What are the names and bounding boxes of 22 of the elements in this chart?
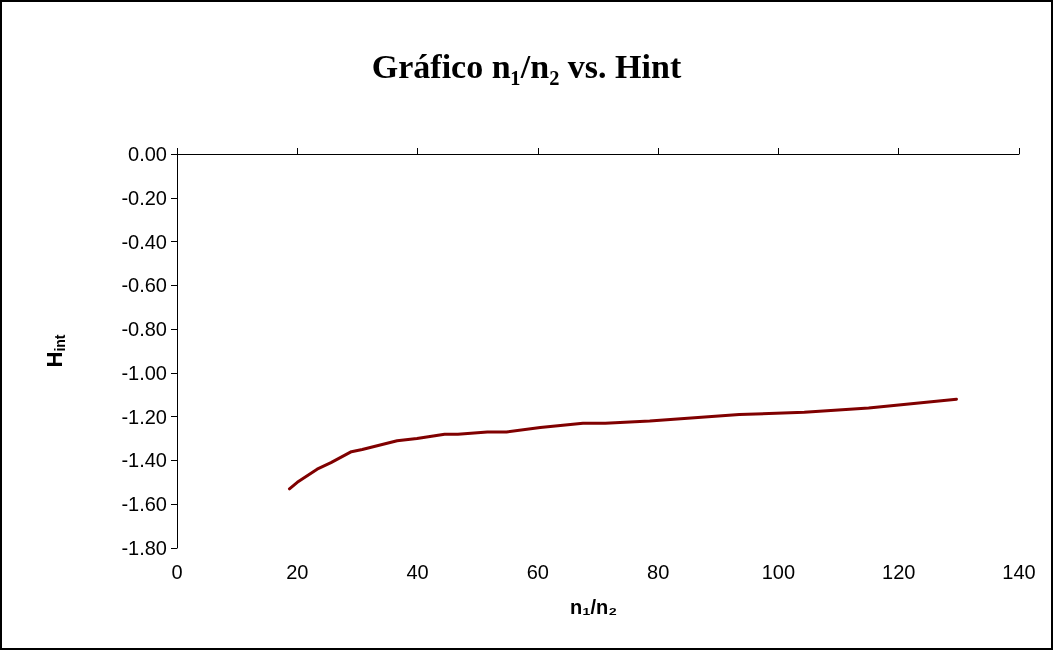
x-tick-label: 120: [882, 561, 916, 583]
x-tick-label: 20: [286, 561, 309, 583]
line-series: [287, 397, 958, 491]
chart-title: Gráfico n₁/n₂ vs. Hint: [371, 47, 682, 85]
x-tick-label: 60: [526, 561, 549, 583]
y-tick-label: -1.80: [121, 537, 167, 559]
y-tick-label: -1.60: [121, 493, 167, 516]
y-tick-label: 0.00: [128, 143, 167, 165]
y-tick-label: -0.80: [121, 318, 167, 341]
y-axis-title: Hint: [41, 334, 68, 368]
x-axis-title: n₁/n₂: [570, 596, 618, 618]
x-tick-label: 140: [1002, 561, 1036, 583]
x-tick-label: 100: [761, 561, 796, 583]
x-tick-label: 0: [171, 561, 183, 583]
y-tick-label: -0.60: [121, 274, 167, 297]
x-tick-label: 80: [647, 561, 670, 583]
y-tick-label: -1.40: [121, 449, 167, 472]
y-tick-label: -1.00: [121, 361, 167, 384]
y-tick-label: -1.20: [121, 405, 167, 428]
y-tick-label: -0.20: [121, 186, 167, 209]
x-tick-label: 40: [406, 561, 429, 583]
y-tick-label: -0.40: [121, 230, 167, 253]
